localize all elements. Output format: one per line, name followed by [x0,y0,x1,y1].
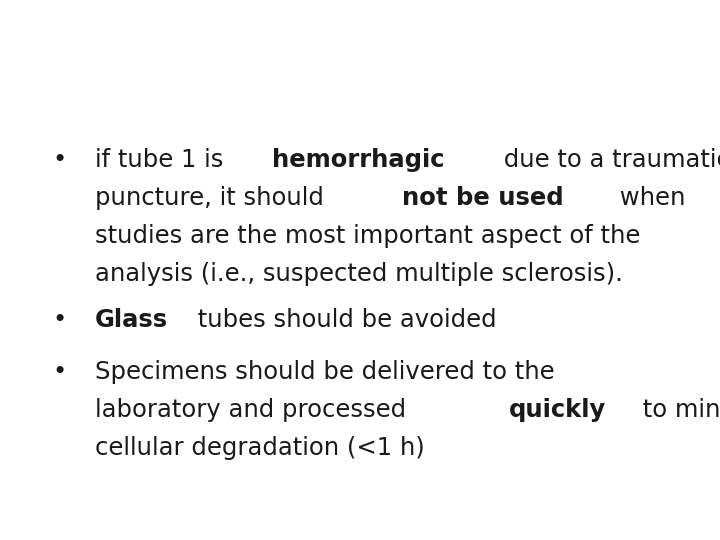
Text: Specimens should be delivered to the: Specimens should be delivered to the [95,360,554,384]
Text: •: • [52,308,66,332]
Text: to minimize: to minimize [636,398,720,422]
Text: when: when [612,186,693,210]
Text: analysis (i.e., suspected multiple sclerosis).: analysis (i.e., suspected multiple scler… [95,262,623,286]
Text: protein: protein [718,186,720,210]
Text: hemorrhagic: hemorrhagic [271,148,444,172]
Text: Glass: Glass [95,308,168,332]
Text: if tube 1 is: if tube 1 is [95,148,231,172]
Text: studies are the most important aspect of the: studies are the most important aspect of… [95,224,640,248]
Text: puncture, it should: puncture, it should [95,186,332,210]
Text: tubes should be avoided: tubes should be avoided [190,308,497,332]
Text: quickly: quickly [509,398,606,422]
Text: •: • [52,360,66,384]
Text: cellular degradation (<1 h): cellular degradation (<1 h) [95,436,425,460]
Text: due to a traumatic: due to a traumatic [496,148,720,172]
Text: not be used: not be used [402,186,564,210]
Text: laboratory and processed: laboratory and processed [95,398,414,422]
Text: •: • [52,148,66,172]
